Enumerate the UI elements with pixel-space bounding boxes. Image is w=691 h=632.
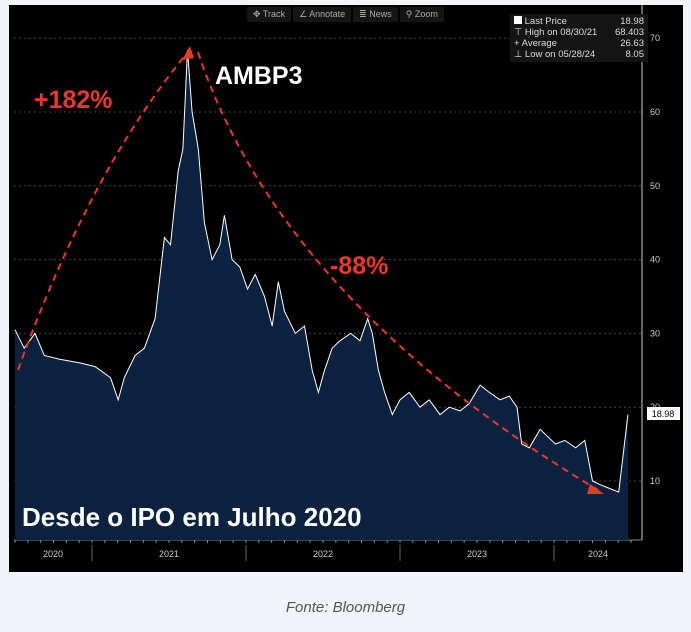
chart-legend: Last Price 18.98 ⊤ High on 08/30/21 68.403… xyxy=(510,14,648,62)
y-tick-label: 40 xyxy=(650,255,660,265)
track-button[interactable]: ✥ Track xyxy=(247,7,292,22)
legend-low: ⊥ Low on 05/28/24 8.05 xyxy=(514,49,644,60)
zoom-button[interactable]: ⚲ Zoom xyxy=(399,7,444,22)
x-tick-label: 2021 xyxy=(159,549,179,559)
x-tick-label: 2022 xyxy=(313,549,333,559)
ticker-label: AMBP3 xyxy=(215,62,303,90)
loss-arrow xyxy=(197,51,599,491)
legend-last: Last Price 18.98 xyxy=(514,16,644,27)
gain-label: +182% xyxy=(34,86,113,114)
annotate-button[interactable]: ∠ Annotate xyxy=(293,7,352,22)
legend-average: + Average 26.63 xyxy=(514,38,644,49)
gain-arrow xyxy=(17,51,189,371)
y-tick-label: 60 xyxy=(650,107,660,117)
last-price-tag: 18.98 xyxy=(652,409,675,419)
gain-arrowhead xyxy=(182,46,194,60)
x-tick-label: 2023 xyxy=(467,549,487,559)
x-tick-label: 2024 xyxy=(588,549,608,559)
x-tick-label: 2020 xyxy=(43,549,63,559)
price-line xyxy=(14,49,629,493)
source-caption: Fonte: Bloomberg xyxy=(285,599,406,616)
y-tick-label: 50 xyxy=(650,181,660,191)
y-tick-label: 70 xyxy=(650,33,660,43)
legend-high: ⊤ High on 08/30/21 68.403 xyxy=(514,27,644,38)
y-tick-label: 30 xyxy=(650,328,660,338)
y-tick-label: 10 xyxy=(650,476,660,486)
subtitle-label: Desde o IPO em Julho 2020 xyxy=(22,502,362,532)
price-area xyxy=(15,50,628,540)
news-button[interactable]: ≣ News xyxy=(353,7,398,22)
loss-arrowhead xyxy=(587,484,604,494)
loss-label: -88% xyxy=(330,252,388,280)
chart-toolbar: ✥ Track ∠ Annotate ≣ News ⚲ Zoom xyxy=(247,7,444,22)
